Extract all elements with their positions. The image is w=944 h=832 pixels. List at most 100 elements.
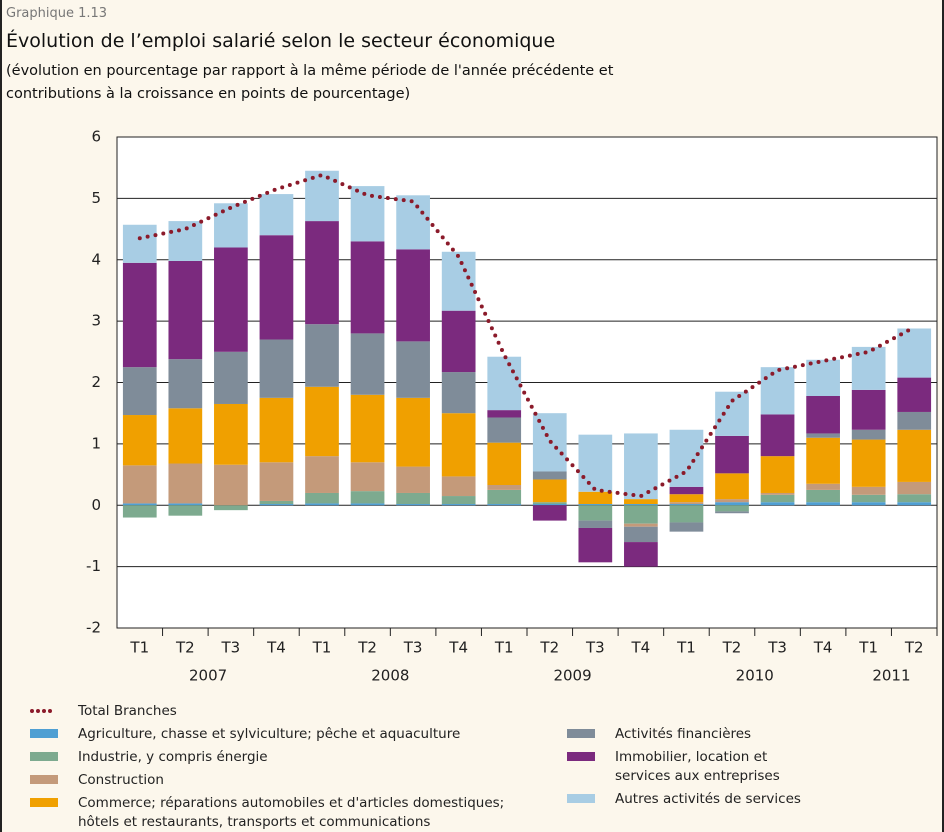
- bar-segment: [578, 504, 613, 506]
- chart-title: Évolution de l’emploi salarié selon le s…: [6, 30, 556, 52]
- legend-swatch: [567, 794, 595, 803]
- x-tick-label: T3: [403, 639, 423, 657]
- bar-segment: [624, 504, 658, 506]
- y-tick-label: 5: [91, 189, 101, 207]
- bar-segment: [851, 502, 886, 506]
- bar-segment: [122, 465, 157, 504]
- bar-segment: [122, 367, 157, 416]
- bar-segment: [851, 389, 886, 430]
- bar-segment: [578, 527, 613, 563]
- x-tick-label: T2: [722, 639, 742, 657]
- chart-label: Graphique 1.13: [6, 6, 108, 21]
- bar-segment: [259, 397, 294, 463]
- y-tick-label: -2: [86, 619, 101, 637]
- bar-segment: [168, 503, 203, 506]
- y-tick-label: 2: [91, 373, 101, 391]
- bar-segment: [851, 486, 886, 495]
- y-tick-label: 4: [91, 250, 101, 268]
- bar-segment: [259, 500, 294, 505]
- bar-segment: [760, 494, 795, 503]
- bar-segment: [669, 505, 704, 523]
- bar-segment: [259, 235, 294, 340]
- bar-segment: [669, 504, 704, 506]
- legend-label: Total Branches: [78, 703, 177, 719]
- bar-segment: [624, 505, 658, 524]
- bar-segment: [806, 483, 840, 490]
- bar-segment: [441, 496, 476, 505]
- bar-segment: [578, 434, 613, 492]
- bar-segment: [487, 410, 522, 418]
- bar-segment: [168, 408, 203, 464]
- bar-segment: [305, 492, 339, 504]
- legend-item: Autres activités de services: [567, 790, 801, 809]
- bar-segment: [851, 439, 886, 487]
- bar-segment: [122, 503, 157, 506]
- bar-segment: [350, 241, 385, 334]
- bar-segment: [715, 511, 749, 514]
- bar-segment: [624, 499, 658, 505]
- bar-segment: [305, 324, 339, 387]
- legend-item: Total Branches: [30, 702, 504, 721]
- bar-segment: [532, 504, 567, 506]
- bar-segment: [760, 414, 795, 457]
- bar-segment: [715, 435, 749, 474]
- legend-label: Agriculture, chasse et sylviculture; pêc…: [78, 726, 461, 742]
- bar-segment: [122, 415, 157, 466]
- bar-segment: [897, 328, 932, 378]
- bar-segment: [396, 397, 430, 467]
- bar-segment: [851, 494, 886, 503]
- bar-segment: [487, 356, 522, 411]
- bar-segment: [897, 502, 932, 506]
- bar-segment: [532, 471, 567, 480]
- bar-segment: [806, 489, 840, 503]
- bar-segment: [578, 491, 613, 505]
- bar-segment: [441, 372, 476, 414]
- bar-segment: [350, 186, 385, 242]
- bar-segment: [396, 466, 430, 493]
- legend-label: Commerce; réparations automobiles et d'a…: [78, 795, 505, 830]
- bar-segment: [578, 505, 613, 521]
- bar-segment: [168, 505, 203, 516]
- x-tick-label: T3: [221, 639, 241, 657]
- x-tick-label: T4: [813, 639, 833, 657]
- bar-segment: [350, 462, 385, 492]
- legend-swatch: [30, 775, 58, 784]
- bar-segment: [259, 194, 294, 236]
- y-tick-label: 3: [91, 312, 101, 330]
- bar-segment: [441, 251, 476, 311]
- chart-subtitle: (évolution en pourcentage par rapport à …: [6, 63, 614, 102]
- legend-item: Activités financières: [567, 725, 801, 744]
- bar-segment: [715, 391, 749, 436]
- x-tick-label: T3: [585, 639, 605, 657]
- bar-segment: [214, 203, 248, 248]
- bar-segment: [532, 502, 567, 505]
- legend-label: Immobilier, location et services aux ent…: [615, 749, 780, 784]
- x-tick-label: T2: [904, 639, 924, 657]
- bar-segment: [396, 504, 430, 506]
- bar-segment: [487, 442, 522, 485]
- legend-swatch: [30, 798, 58, 807]
- bar-segment: [122, 505, 157, 518]
- bar-segment: [396, 341, 430, 398]
- bar-segment: [624, 542, 658, 567]
- total-line: [137, 172, 917, 499]
- bar-segment: [669, 522, 704, 532]
- bar-segment: [897, 481, 932, 495]
- legend: Total Branches Agriculture, chasse et syl…: [30, 702, 504, 832]
- x-tick-label: T4: [266, 639, 286, 657]
- bar-segment: [760, 456, 795, 493]
- bar-segment: [806, 433, 840, 438]
- bar-segment: [259, 462, 294, 501]
- bar-segment: [305, 456, 339, 493]
- bar-segment: [715, 505, 749, 512]
- legend-label: Autres activités de services: [615, 791, 801, 807]
- bar-segment: [122, 262, 157, 368]
- x-tick-label: T1: [494, 639, 514, 657]
- legend-item: Agriculture, chasse et sylviculture; pêc…: [30, 725, 504, 744]
- bar-segment: [669, 502, 704, 505]
- legend-item: Immobilier, location et services aux ent…: [567, 748, 801, 786]
- legend-swatch: [567, 729, 595, 738]
- bar-segment: [396, 249, 430, 342]
- legend-label: Construction: [78, 772, 164, 788]
- legend-item: Commerce; réparations automobiles et d'a…: [30, 794, 504, 832]
